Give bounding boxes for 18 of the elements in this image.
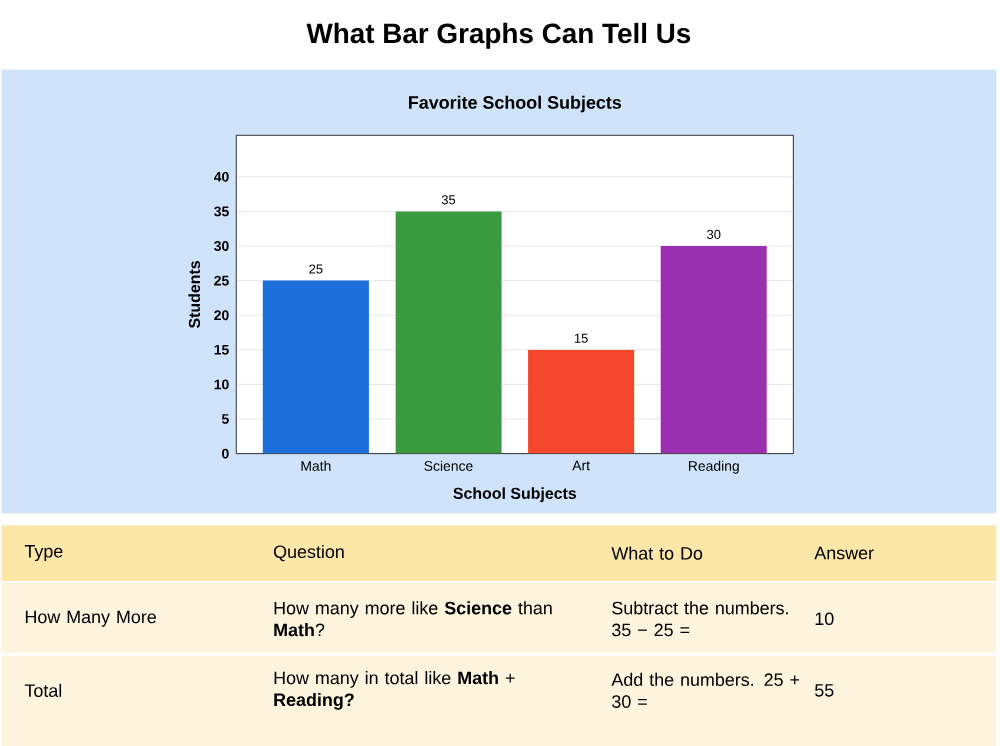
chart-title: Favorite School Subjects (409, 95, 622, 113)
bar (528, 349, 635, 454)
text: Answer (814, 546, 874, 560)
text: What to Do (611, 546, 703, 560)
text: 10 (815, 612, 834, 626)
text: 55 (815, 684, 834, 697)
bar (262, 280, 369, 454)
text: Question (273, 544, 344, 562)
text: Total (24, 683, 62, 697)
text: What Bar Graphs Can Tell Us (306, 22, 691, 49)
text: Subtract the numbers. 35 − 25 = (612, 601, 788, 637)
text: How many more like Science than Math? (274, 601, 552, 637)
text: Type (24, 545, 63, 562)
bar (395, 211, 502, 454)
text: How Many More (25, 610, 156, 627)
text: How many in total like Math + Reading? (274, 671, 515, 710)
bar (660, 245, 767, 454)
text: Add the numbers. 25 + 30 = (611, 672, 800, 708)
